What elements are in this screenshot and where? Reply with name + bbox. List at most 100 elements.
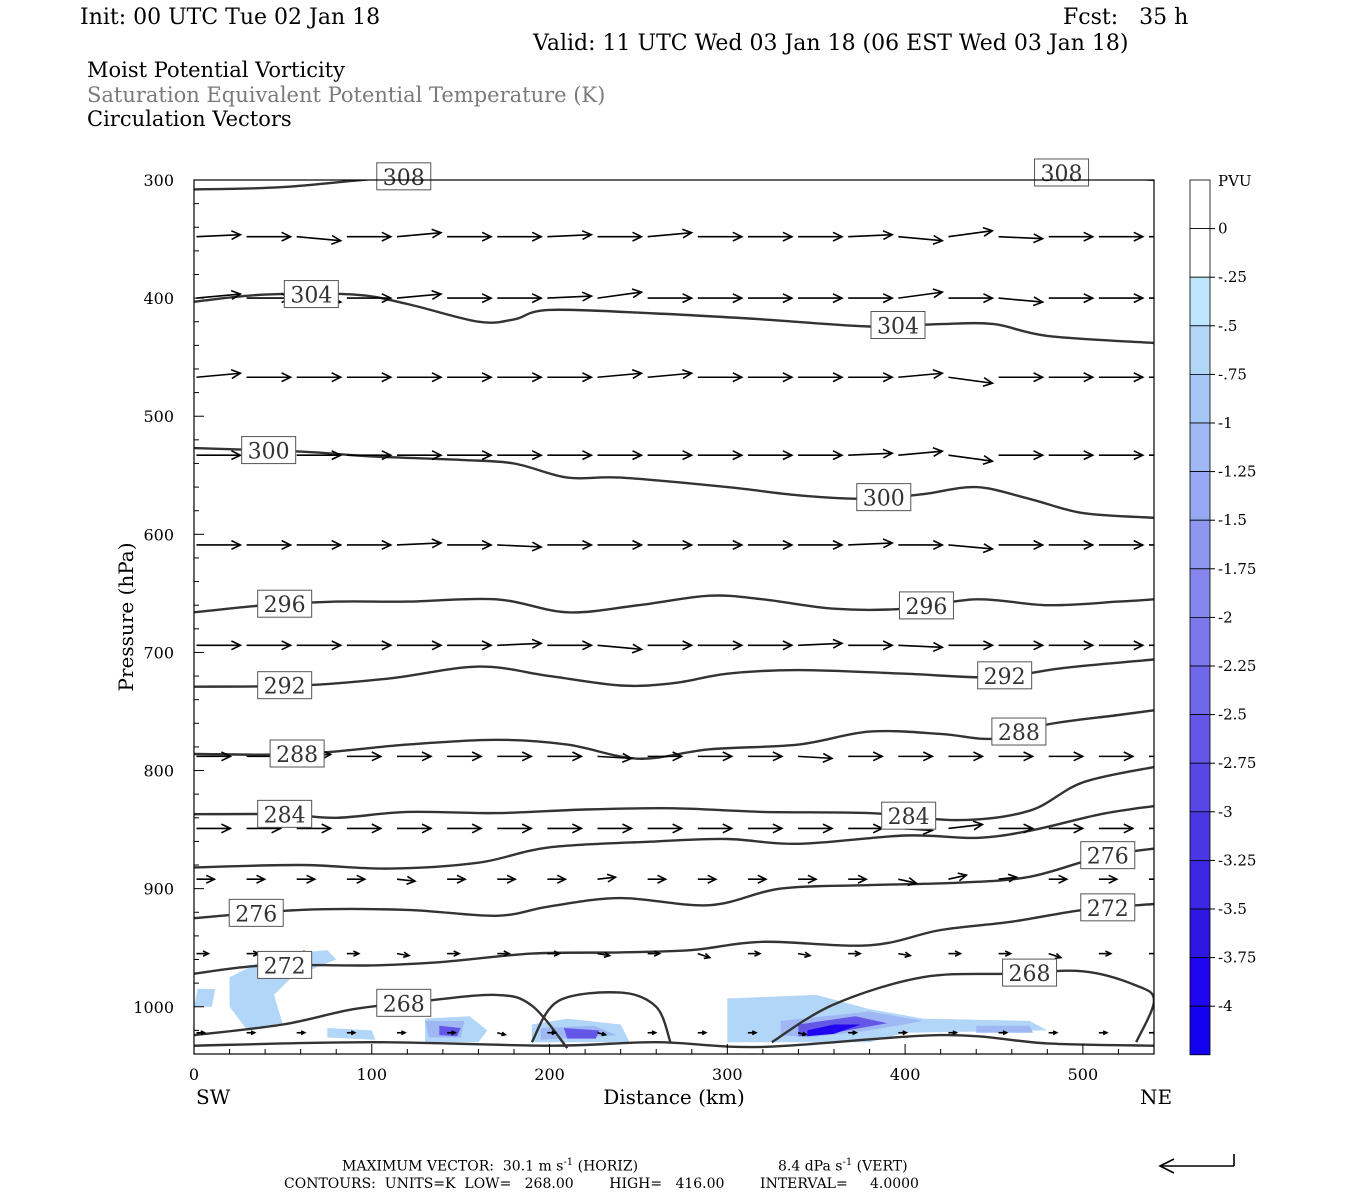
circulation-vector: [497, 541, 544, 552]
circulation-vector: [246, 950, 261, 957]
vector-head: [603, 951, 612, 959]
y-tick-label: 500: [143, 407, 174, 426]
x-tick-label: 400: [890, 1065, 921, 1084]
vector-head: [907, 876, 919, 887]
vector-head: [631, 288, 644, 299]
circulation-vector: [998, 1030, 1009, 1036]
vert-vector-tail: (VERT): [852, 1158, 908, 1175]
plot-frame: [193, 179, 1155, 1055]
colorbar-swatch: [1189, 422, 1211, 472]
vector-head: [682, 228, 694, 239]
circulation-vector: [547, 230, 594, 241]
vector-head: [381, 231, 393, 242]
circulation-vector: [497, 874, 518, 884]
circulation-vector: [948, 820, 985, 831]
vector-head: [431, 538, 443, 549]
circulation-vector: [246, 640, 293, 651]
circulation-vector: [1048, 874, 1069, 884]
circulation-vector: [246, 1030, 257, 1036]
contour-info: CONTOURS: UNITS=K LOW= 268.00 HIGH= 416.…: [284, 1176, 919, 1192]
vector-head: [982, 455, 995, 466]
x-tick-label: 200: [534, 1065, 565, 1084]
vector-head: [401, 1030, 407, 1036]
vector-head: [707, 874, 718, 884]
circulation-vector: [697, 231, 744, 242]
pv-region: [976, 1025, 1034, 1033]
vector-head: [832, 450, 844, 461]
y-tick-label: 600: [143, 525, 174, 544]
circulation-vector: [798, 231, 844, 242]
circulation-vector: [948, 376, 995, 388]
circulation-vector: [1048, 539, 1095, 551]
vector-head: [331, 450, 343, 461]
vector-head: [281, 372, 293, 383]
circulation-vector: [497, 638, 544, 649]
colorbar-unit: PVU: [1218, 172, 1252, 190]
circulation-vector: [848, 1030, 859, 1036]
circulation-vector: [597, 823, 634, 834]
colorbar-label: -4: [1218, 997, 1233, 1015]
vector-shaft: [848, 542, 893, 546]
circulation-vector: [547, 539, 594, 551]
vector-head: [732, 231, 744, 242]
vector-head: [822, 752, 834, 763]
max-vector-horiz: (HORIZ): [573, 1158, 639, 1175]
circulation-vector: [898, 288, 945, 299]
vector-head: [221, 751, 233, 762]
circulation-vector: [898, 446, 945, 457]
circulation-vector: [497, 450, 544, 461]
circulation-vector: [647, 450, 694, 461]
vector-head: [882, 372, 895, 383]
circulation-vector: [447, 640, 493, 651]
theta-contour-308: [194, 180, 1154, 191]
vector-head: [722, 823, 734, 834]
vector-head: [531, 231, 544, 242]
colorbar-swatch: [1189, 568, 1211, 618]
vector-shaft: [597, 291, 642, 299]
colorbar-label: -.25: [1218, 268, 1247, 286]
init-time: Init: 00 UTC Tue 02 Jan 18: [80, 5, 381, 30]
vector-head: [582, 372, 594, 383]
vector-head: [952, 1030, 959, 1036]
circulation-vector: [396, 289, 443, 300]
vector-head: [250, 1030, 257, 1036]
vector-shaft: [948, 544, 993, 550]
vector-shaft: [848, 452, 893, 456]
vector-head: [672, 823, 684, 834]
x-axis-label: Distance (km): [603, 1085, 745, 1109]
vector-shaft: [898, 952, 911, 957]
circulation-vector: [196, 640, 243, 651]
vector-head: [904, 951, 913, 959]
circulation-vector: [1148, 1030, 1154, 1036]
circulation-vector: [898, 234, 945, 245]
vector-head: [782, 293, 794, 304]
vector-head: [932, 368, 945, 380]
circulation-vector: [697, 293, 744, 304]
contour-label-box: [283, 280, 339, 309]
circulation-vector: [497, 1031, 507, 1037]
vector-head: [852, 1030, 859, 1036]
contour-label: 272: [264, 954, 306, 979]
vector-shaft: [797, 755, 833, 760]
circulation-vector: [1098, 293, 1145, 304]
colorbar-swatch: [1189, 811, 1211, 861]
circulation-vector: [1098, 950, 1113, 957]
colorbar-swatch: [1189, 519, 1211, 570]
axis-layer: 0 100 200 300 400 500 300 400 500 600 700 800 900 100…: [133, 171, 1155, 1084]
circulation-vector: [747, 372, 794, 383]
vector-head: [932, 641, 945, 653]
circulation-vector: [547, 874, 568, 884]
vector-head: [1123, 823, 1135, 834]
colorbar-label: -1.75: [1218, 560, 1256, 578]
circulation-vector: [396, 228, 443, 239]
vector-head: [531, 372, 544, 383]
circulation-vector: [447, 823, 483, 834]
circulation-vector: [196, 230, 243, 241]
circulation-vector: [747, 950, 762, 957]
circulation-vector: [848, 293, 895, 304]
vector-head: [932, 288, 945, 299]
vector-head: [682, 640, 694, 651]
contour-label-box: [870, 311, 926, 340]
contour-label: 292: [984, 665, 1026, 690]
circulation-vector: [346, 751, 383, 762]
